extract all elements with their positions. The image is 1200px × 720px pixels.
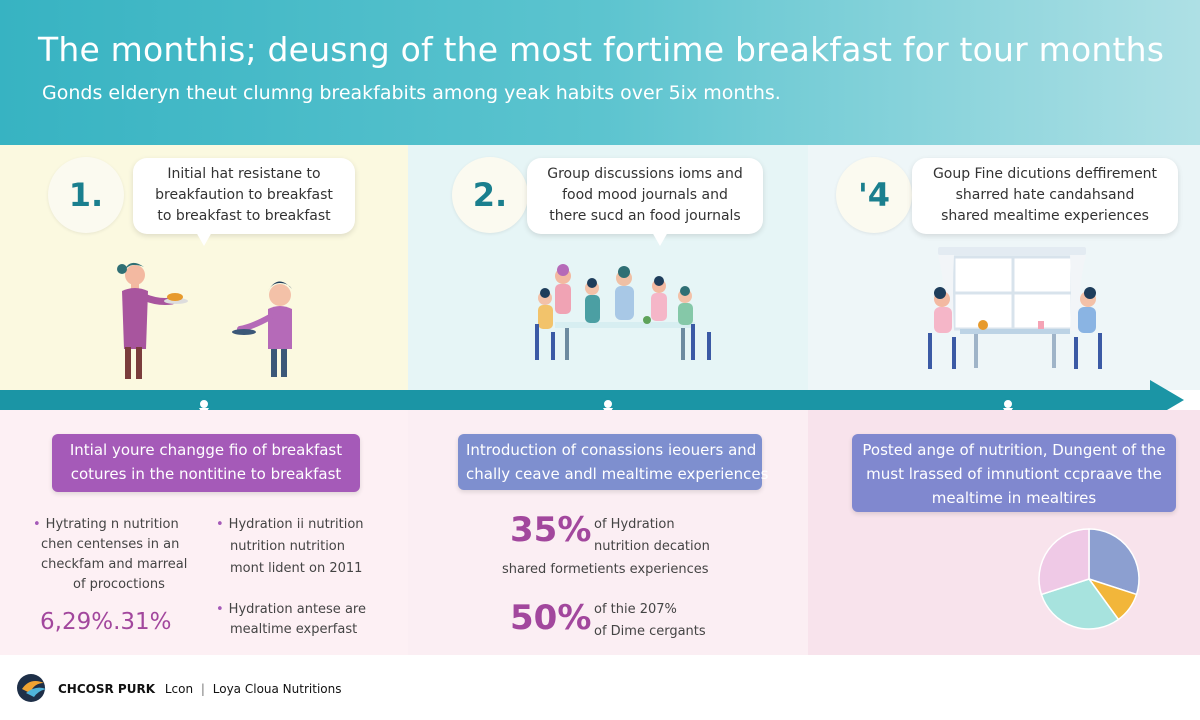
- banner-line: Intial youre changge fio of breakfast: [69, 441, 343, 459]
- bullet-line: mont lident on 2011: [230, 561, 363, 576]
- page-subtitle: Gonds elderyn theut clumng breakfabits a…: [42, 82, 781, 104]
- stat-50-line-1: of thie 207%: [594, 602, 677, 617]
- stat-50-percent: 50%: [510, 598, 592, 638]
- phase-3-banner: Posted ange of nutrition, Dungent of the…: [852, 434, 1176, 512]
- page-title: The monthis; deusng of the most fortime …: [38, 30, 1165, 69]
- bubble-line: shared mealtime experiences: [941, 208, 1149, 224]
- stat-35-line-1: of Hydration: [594, 517, 675, 532]
- phase-1-stat: 6,29%.31%: [40, 609, 172, 635]
- bullet-line: chen centenses in an: [41, 537, 180, 552]
- bullet-line: checkfam and marreal: [41, 557, 188, 572]
- phase-2-banner: Introduction of conassions ieouers and c…: [458, 434, 769, 490]
- phase-1-bullet-list: • Hytrating n nutrition chen centenses in…: [33, 515, 193, 595]
- bubble-line: Goup Fine dicutions deffirement: [932, 166, 1158, 182]
- bubble-tail: [196, 232, 212, 246]
- shared-mealtime-illustration: [928, 247, 1102, 369]
- bullet-text: Hydration ii nutrition: [228, 517, 364, 532]
- bubble-line: Group discussions ioms and: [547, 166, 743, 182]
- banner-line: Introduction of conassions ieouers and: [466, 441, 757, 459]
- bubble-line: Initial hat resistane to: [167, 166, 321, 182]
- bullet-text: Hytrating n nutrition: [45, 517, 179, 532]
- phase-1-banner: Intial youre changge fio of breakfast co…: [52, 434, 360, 492]
- caregiver-serving-illustration: [117, 262, 292, 379]
- brand-logo-icon: [17, 674, 46, 702]
- step-number-3: '4: [836, 157, 912, 233]
- phase-1-bullet-list-right-2: • Hydration antese are mealtime experfast: [216, 600, 386, 640]
- pie-slice-1: [1088, 528, 1140, 596]
- bullet-line: of prococtions: [73, 577, 165, 592]
- bullet-line: nutrition nutrition: [230, 539, 346, 554]
- timeline-bar: [0, 390, 1160, 410]
- step-number-2: 2.: [452, 157, 528, 233]
- bubble-line: there sucd an food journals: [549, 208, 741, 224]
- banner-line: Posted ange of nutrition, Dungent of the: [862, 441, 1166, 459]
- nutrition-pie-chart: [1038, 528, 1140, 630]
- bubble-line: breakfaution to breakfast: [155, 187, 333, 203]
- pie-slice-3: [1040, 578, 1120, 630]
- brand-separator: |: [200, 682, 205, 696]
- bubble-line: to breakfast to breakfast: [157, 208, 331, 224]
- step-2-bubble: Group discussions ioms and food mood jou…: [527, 158, 763, 234]
- footer: CHCOSR PURK Lcon | Loya Cloua Nutritions: [0, 655, 1200, 720]
- brand-light: Lcon: [164, 682, 194, 696]
- step-number-1: 1.: [48, 157, 124, 233]
- bullet-line: • Hydration antese are: [216, 602, 366, 617]
- banner-line: cotures in the nontitine to breakfast: [70, 465, 342, 483]
- banner-line: chally ceave andl mealtime experiences: [466, 465, 769, 483]
- banner-line: mealtime in mealtires: [931, 489, 1097, 507]
- stat-35-line-2: nutrition decation: [594, 539, 710, 554]
- bullet-text: Hydration antese are: [228, 602, 366, 617]
- phase-1-bullet-list-right: • Hydration ii nutrition nutrition nutrit…: [216, 515, 386, 579]
- step-1-bubble: Initial hat resistane to breakfaution to…: [133, 158, 355, 234]
- banner-line: must lrassed of imnutiont ccpraave the: [866, 465, 1162, 483]
- stat-35-percent: 35%: [510, 510, 592, 550]
- pie-slice-4: [1038, 528, 1090, 596]
- brand-tagline: Loya Cloua Nutritions: [212, 682, 342, 696]
- bubble-line: food mood journals and: [562, 187, 728, 203]
- bullet-line: mealtime experfast: [230, 622, 358, 637]
- stat-35-line-3: shared formetients experiences: [502, 562, 709, 577]
- group-discussion-illustration: [535, 264, 711, 360]
- step-3-bubble: Goup Fine dicutions deffirement sharred …: [912, 158, 1178, 234]
- brand-name: CHCOSR PURK Lcon | Loya Cloua Nutritions: [58, 682, 341, 696]
- bubble-tail: [652, 232, 668, 246]
- bubble-line: sharred hate candahsand: [955, 187, 1135, 203]
- header: The monthis; deusng of the most fortime …: [0, 0, 1200, 145]
- bullet-line: • Hytrating n nutrition: [33, 517, 179, 532]
- brand-strong: CHCOSR PURK: [58, 682, 155, 696]
- bullet-line: • Hydration ii nutrition: [216, 517, 364, 532]
- stat-50-line-2: of Dime cergants: [594, 624, 706, 639]
